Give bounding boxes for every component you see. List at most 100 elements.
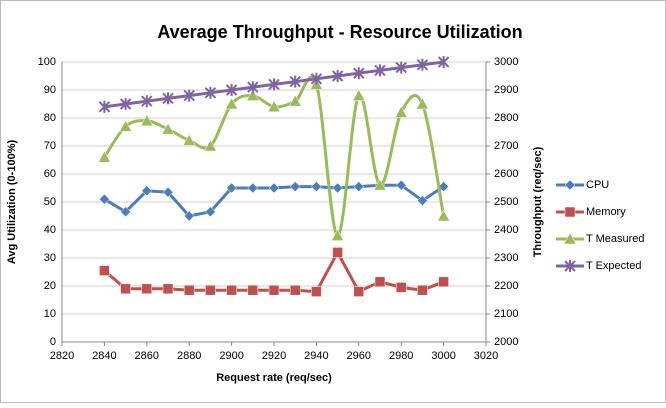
x-tick-label: 2840	[92, 350, 116, 362]
y-tick-label: 20	[44, 280, 56, 292]
marker	[97, 150, 111, 163]
marker	[247, 182, 259, 194]
y-tick-label: 70	[44, 140, 56, 152]
y2-axis-label: Throughput (req/sec)	[532, 146, 544, 257]
y-tick-label: 50	[44, 196, 56, 208]
marker	[141, 283, 153, 295]
marker	[226, 182, 237, 194]
marker	[288, 94, 302, 107]
marker	[162, 283, 174, 295]
y-tick-label: 30	[44, 252, 56, 264]
marker	[225, 84, 238, 96]
y2-tick-label: 2100	[494, 308, 518, 320]
y2-tick-label: 2900	[494, 84, 518, 96]
marker	[289, 75, 301, 88]
marker	[289, 284, 301, 296]
marker	[311, 286, 322, 297]
marker	[438, 276, 449, 288]
marker	[415, 97, 429, 110]
marker	[374, 276, 386, 288]
marker	[204, 86, 217, 99]
marker	[332, 247, 343, 258]
x-tick-label: 2860	[135, 350, 159, 362]
marker	[247, 284, 259, 296]
y2-tick-label: 2600	[494, 168, 518, 180]
marker	[161, 122, 175, 135]
y2-tick-label: 2000	[494, 336, 518, 348]
legend-label: Memory	[586, 206, 626, 218]
marker	[374, 64, 386, 77]
marker	[162, 186, 174, 198]
legend-label: T Measured	[586, 233, 645, 245]
marker	[205, 206, 216, 218]
marker	[120, 206, 131, 218]
y-tick-label: 10	[44, 308, 56, 320]
y-tick-label: 100	[38, 56, 56, 68]
marker	[120, 283, 131, 295]
marker	[331, 229, 345, 241]
marker	[226, 284, 237, 296]
marker	[162, 92, 174, 105]
marker	[140, 114, 154, 127]
y-tick-label: 80	[44, 112, 56, 124]
marker	[268, 284, 280, 296]
marker	[352, 89, 366, 101]
marker	[205, 284, 216, 296]
marker	[182, 133, 196, 146]
marker	[247, 81, 259, 94]
x-tick-label: 2900	[219, 350, 243, 362]
marker	[246, 89, 260, 101]
marker	[416, 58, 429, 71]
marker	[332, 182, 343, 194]
marker	[373, 178, 387, 191]
marker	[395, 179, 407, 191]
x-tick-label: 3000	[431, 350, 455, 362]
legend-marker	[563, 232, 577, 245]
y-tick-label: 40	[44, 224, 56, 236]
y-axis-label: Avg Utilization (0-100%)	[6, 140, 18, 265]
y-tick-label: 0	[50, 336, 56, 348]
marker	[289, 181, 301, 192]
marker	[183, 210, 195, 222]
marker	[353, 181, 365, 192]
marker	[394, 105, 408, 118]
y-tick-label: 90	[44, 84, 56, 96]
marker	[438, 181, 449, 192]
legend-marker	[564, 260, 576, 272]
x-tick-label: 2820	[50, 350, 74, 362]
y2-tick-label: 2700	[494, 140, 518, 152]
marker	[395, 61, 407, 74]
marker	[141, 185, 153, 197]
x-tick-label: 2940	[304, 350, 328, 362]
x-axis-label: Request rate (req/sec)	[216, 372, 332, 384]
marker	[183, 284, 195, 296]
marker	[331, 70, 344, 82]
x-tick-label: 2920	[262, 350, 286, 362]
y2-tick-label: 2300	[494, 252, 518, 264]
marker	[99, 193, 110, 205]
legend-label: T Expected	[586, 260, 641, 272]
marker	[183, 89, 195, 102]
y2-tick-label: 2500	[494, 196, 518, 208]
marker	[99, 265, 110, 276]
marker	[141, 95, 153, 108]
y2-tick-label: 2800	[494, 112, 518, 124]
x-tick-label: 3020	[474, 350, 498, 362]
marker	[268, 182, 280, 194]
marker	[311, 181, 322, 192]
marker	[203, 139, 217, 152]
legend-marker	[564, 206, 576, 218]
marker	[437, 56, 450, 68]
y-tick-label: 60	[44, 168, 56, 180]
x-tick-label: 2880	[177, 350, 201, 362]
legend-label: CPU	[586, 179, 609, 191]
marker	[119, 119, 133, 132]
marker	[437, 209, 451, 222]
chart-title: Average Throughput - Resource Utilizatio…	[157, 22, 522, 42]
marker	[353, 286, 365, 297]
legend-marker	[564, 179, 576, 191]
marker	[417, 284, 428, 296]
x-tick-label: 2960	[347, 350, 371, 362]
marker	[268, 78, 280, 91]
